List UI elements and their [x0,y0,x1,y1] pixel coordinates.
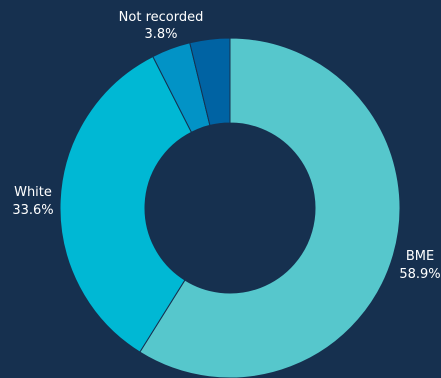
slice-value-label: 33.6% [12,203,53,218]
slice-not-recorded [189,37,231,127]
slice-name-label: BME [406,249,434,264]
slice-name-label: Not recorded [119,10,204,25]
slice-value-label: 58.9% [399,267,440,282]
slices-group [59,37,401,378]
labels-group: BME 58.9% White 33.6% Not recorded 3.8% [12,10,440,282]
slice-bme [139,37,401,378]
slice-name-label: White [14,185,52,200]
slice-white [59,55,193,353]
slice-value-label: 3.8% [144,27,177,42]
